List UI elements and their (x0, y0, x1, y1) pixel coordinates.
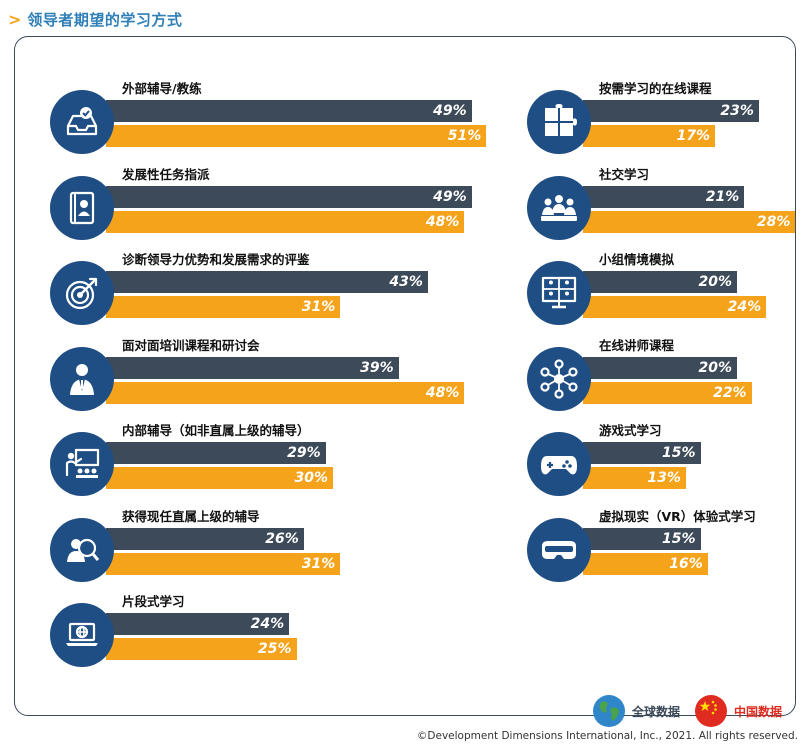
bar-china: 48% (106, 381, 465, 404)
bar-global: 49% (106, 185, 472, 208)
bar-global-value: 15% (661, 530, 696, 547)
item-label: 虚拟现实（VR）体验式学习 (599, 508, 756, 524)
bar-global: 26% (106, 527, 304, 550)
bar-global-value: 26% (265, 530, 299, 547)
bar-china-value: 30% (294, 470, 328, 486)
bar-global-value: 20% (698, 274, 732, 290)
bar-global-value: 43% (389, 274, 423, 290)
bar-china-value: 24% (727, 299, 762, 315)
group-table-icon (527, 175, 591, 240)
bar-china-value: 16% (669, 555, 703, 572)
puzzle-icon (527, 90, 591, 154)
network-icon (527, 346, 591, 411)
bar-global-value: 49% (433, 103, 467, 119)
item-label: 内部辅导（如非直属上级的辅导） (122, 423, 310, 438)
bar-global: 43% (106, 271, 428, 293)
bar-china-value: 51% (447, 128, 482, 144)
bar-china-value: 13% (647, 470, 681, 486)
bar-global-value: 29% (287, 445, 321, 461)
item-label: 在线讲师课程 (599, 337, 675, 353)
item-label: 按需学习的在线课程 (599, 81, 712, 96)
bar-china: 17% (583, 125, 716, 147)
bar-global: 39% (106, 356, 399, 379)
portfolio-icon (50, 175, 114, 240)
bar-china: 16% (583, 552, 708, 575)
bar-china-value: 31% (301, 299, 336, 315)
item-label: 面对面培训课程和研讨会 (122, 337, 260, 353)
bar-china: 48% (106, 210, 465, 233)
item-label: 诊断领导力优势和发展需求的评鉴 (122, 252, 310, 267)
bar-global: 23% (583, 100, 759, 122)
bar-china: 28% (583, 210, 796, 233)
bar-global: 20% (583, 271, 737, 293)
bar-global: 29% (106, 442, 326, 464)
mentor-search-icon (50, 517, 114, 582)
item-label: 社交学习 (599, 166, 650, 182)
page-header: > 领导者期望的学习方式 (8, 6, 182, 32)
target-icon (50, 261, 114, 325)
bar-china-value: 25% (257, 641, 292, 657)
bar-china: 31% (106, 296, 341, 318)
chart-panel (14, 36, 796, 716)
bar-global-value: 20% (698, 359, 732, 376)
legend-china-label: 中国数据 (733, 704, 782, 719)
presenter-icon (50, 346, 114, 411)
bar-global: 24% (106, 613, 290, 635)
bar-china-value: 48% (425, 213, 460, 230)
gamepad-icon (527, 432, 591, 496)
bar-china-value: 17% (676, 128, 711, 144)
bar-global: 21% (583, 185, 745, 208)
item-label: 片段式学习 (122, 594, 185, 609)
globe-icon (592, 695, 625, 727)
china-flag-icon (694, 695, 727, 727)
chevron-right-icon: > (8, 9, 22, 29)
bar-china: 22% (583, 381, 752, 404)
item-label: 小组情境模拟 (599, 252, 675, 267)
bar-china-value: 31% (301, 555, 336, 572)
vr-headset-icon (527, 517, 591, 582)
bar-china-value: 28% (756, 213, 791, 230)
page-title: 领导者期望的学习方式 (27, 10, 183, 29)
bar-china: 31% (106, 552, 341, 575)
bar-global-value: 49% (433, 188, 467, 205)
bar-china: 13% (583, 467, 686, 489)
bar-china: 51% (106, 125, 487, 147)
bar-china-value: 22% (713, 384, 747, 401)
bar-china: 30% (106, 467, 333, 489)
bar-global-value: 15% (661, 445, 696, 461)
bar-global: 15% (583, 527, 701, 550)
laptop-globe-icon (50, 603, 114, 667)
legend: 全球数据 中国数据 (592, 694, 790, 728)
bar-global: 49% (106, 100, 472, 122)
bar-global-value: 21% (705, 188, 740, 205)
legend-global-label: 全球数据 (631, 704, 680, 719)
item-label: 游戏式学习 (599, 423, 662, 438)
classroom-icon (50, 432, 114, 496)
bar-global-value: 24% (250, 616, 285, 632)
copyright: ©Development Dimensions International, I… (416, 730, 798, 742)
bar-global: 20% (583, 356, 737, 379)
item-label: 外部辅导/教练 (122, 81, 202, 96)
bar-china: 24% (583, 296, 767, 318)
inbox-check-icon (50, 90, 114, 154)
video-conference-icon (527, 261, 591, 325)
bar-global-value: 23% (720, 103, 754, 119)
bar-china: 25% (106, 638, 297, 660)
item-label: 获得现任直属上级的辅导 (122, 508, 260, 524)
item-label: 发展性任务指派 (122, 166, 210, 182)
bar-global: 15% (583, 442, 701, 464)
bar-global-value: 39% (360, 359, 394, 376)
bar-china-value: 48% (425, 384, 460, 401)
